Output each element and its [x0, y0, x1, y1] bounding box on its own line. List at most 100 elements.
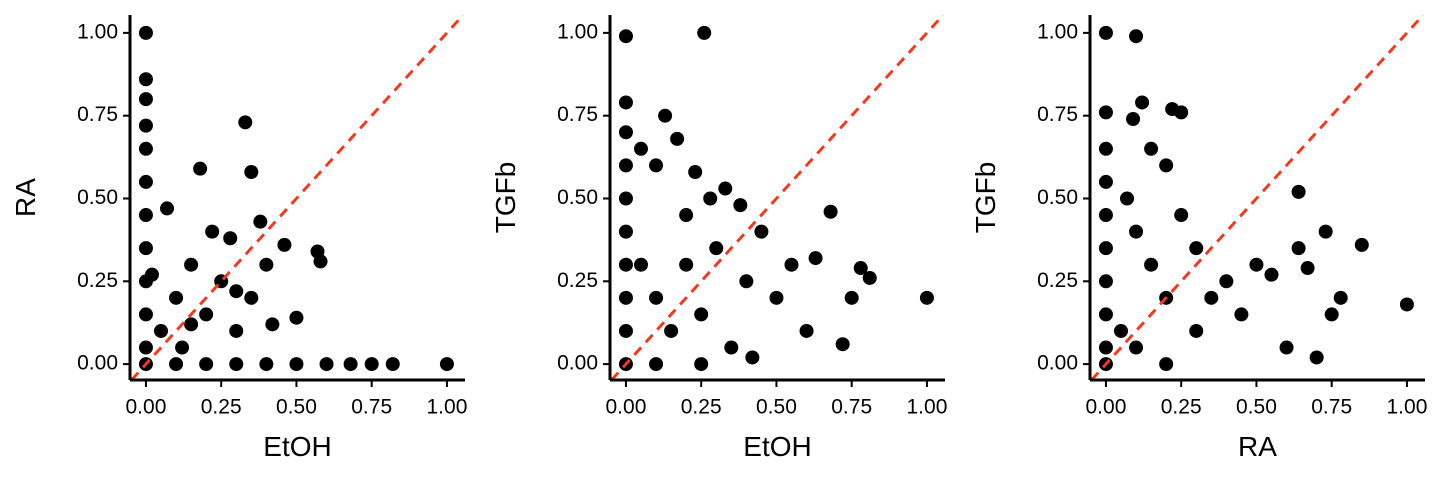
point: [649, 290, 664, 305]
point: [138, 174, 153, 189]
point: [184, 257, 199, 272]
point: [649, 357, 664, 372]
point: [199, 357, 214, 372]
point: [1399, 297, 1414, 312]
point: [169, 357, 184, 372]
point: [313, 254, 328, 269]
y-tick-label: 1.00: [1037, 20, 1078, 43]
y-tick-label: 0.00: [1037, 352, 1078, 375]
point: [1144, 141, 1159, 156]
panel: 0.00 0.25 0.50 0.75 1.00 0.00 0.25 0.50 0.75 1.00…: [970, 13, 1427, 462]
identity-line: [610, 13, 945, 382]
y-axis-label: RA: [10, 178, 41, 217]
point: [289, 357, 304, 372]
point: [1309, 350, 1324, 365]
point: [1129, 340, 1144, 355]
point: [919, 290, 934, 305]
point: [1098, 208, 1113, 223]
y-tick-label: 0.25: [1037, 269, 1078, 292]
point: [364, 357, 379, 372]
point: [769, 290, 784, 305]
point: [808, 251, 823, 266]
point: [688, 164, 703, 179]
point: [679, 257, 694, 272]
point: [634, 141, 649, 156]
point: [1291, 184, 1306, 199]
point: [823, 204, 838, 219]
point: [238, 115, 253, 130]
point: [694, 307, 709, 322]
point: [1300, 261, 1315, 276]
point: [1098, 141, 1113, 156]
point: [229, 357, 244, 372]
point: [138, 208, 153, 223]
x-tick-label: 1.00: [427, 396, 468, 419]
x-tick-label: 0.25: [1161, 396, 1202, 419]
point: [718, 181, 733, 196]
point: [138, 307, 153, 322]
point: [138, 25, 153, 40]
point: [679, 208, 694, 223]
point: [229, 284, 244, 299]
x-tick-label: 0.50: [276, 396, 317, 419]
point: [1279, 340, 1294, 355]
point: [745, 350, 760, 365]
point: [1098, 307, 1113, 322]
point: [1098, 241, 1113, 256]
x-tick-label: 0.75: [351, 396, 392, 419]
y-tick-label: 0.25: [557, 269, 598, 292]
point: [385, 357, 400, 372]
point: [1159, 158, 1174, 173]
point: [784, 257, 799, 272]
x-axis-label: RA: [1238, 431, 1277, 462]
point: [1126, 112, 1141, 127]
y-tick-label: 0.00: [77, 352, 118, 375]
point: [1135, 95, 1150, 110]
point: [1098, 174, 1113, 189]
point: [193, 161, 208, 176]
point: [853, 261, 868, 276]
point: [169, 290, 184, 305]
point: [1174, 105, 1189, 120]
point: [1159, 357, 1174, 372]
point: [1333, 290, 1348, 305]
y-tick-label: 0.25: [77, 269, 118, 292]
point: [618, 323, 633, 338]
point: [618, 290, 633, 305]
point: [618, 191, 633, 206]
point: [1291, 241, 1306, 256]
point: [154, 323, 169, 338]
point: [229, 323, 244, 338]
y-tick-label: 1.00: [77, 20, 118, 43]
point: [618, 224, 633, 239]
point: [138, 72, 153, 87]
point: [319, 357, 334, 372]
point: [658, 108, 673, 123]
point: [138, 118, 153, 133]
point: [223, 231, 238, 246]
point: [1098, 25, 1113, 40]
point: [1354, 237, 1369, 252]
point: [199, 307, 214, 322]
point: [160, 201, 175, 216]
point: [289, 310, 304, 325]
y-tick-label: 0.75: [557, 103, 598, 126]
point: [634, 257, 649, 272]
point: [1114, 323, 1129, 338]
x-tick-label: 0.00: [606, 396, 647, 419]
point: [862, 270, 877, 285]
point: [1204, 290, 1219, 305]
point: [265, 317, 280, 332]
point: [259, 257, 274, 272]
point: [1098, 340, 1113, 355]
identity-line: [1090, 13, 1425, 382]
point: [618, 95, 633, 110]
point: [1264, 267, 1279, 282]
identity-line: [130, 13, 465, 382]
point: [205, 224, 220, 239]
point: [138, 141, 153, 156]
x-axis-label: EtOH: [263, 431, 331, 462]
point: [724, 340, 739, 355]
point: [1098, 274, 1113, 289]
